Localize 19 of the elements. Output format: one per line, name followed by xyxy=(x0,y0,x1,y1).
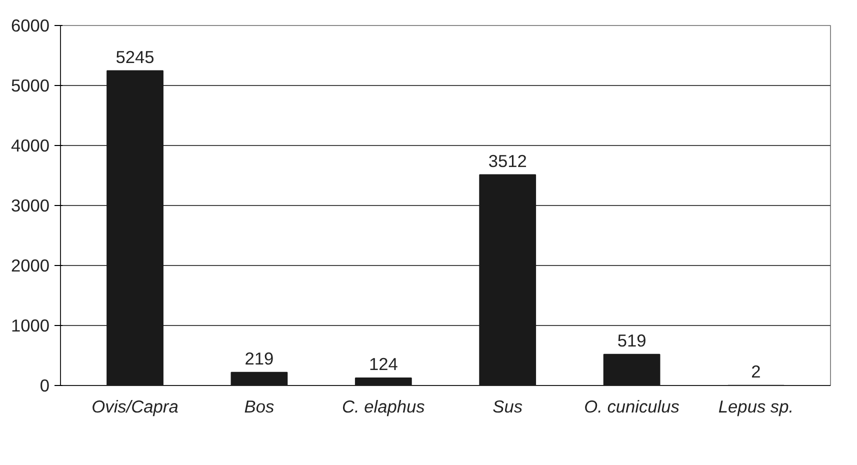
x-tick-label: Ovis/Capra xyxy=(92,396,179,416)
y-tick-label: 3000 xyxy=(10,196,50,216)
x-tick-label: O. cuniculus xyxy=(584,396,680,416)
y-tick-label: 5000 xyxy=(10,76,50,96)
data-label: 2 xyxy=(751,361,761,382)
y-tick-label: 1000 xyxy=(10,316,50,336)
data-label: 219 xyxy=(244,348,274,368)
y-tick-label: 4000 xyxy=(10,136,50,156)
x-tick-label: C. elaphus xyxy=(342,396,426,416)
x-tick-label: Lepus sp. xyxy=(718,396,794,416)
data-label: 124 xyxy=(368,354,398,374)
x-tick-label: Sus xyxy=(492,396,523,416)
data-label: 5245 xyxy=(116,46,154,67)
data-label: 519 xyxy=(617,330,646,350)
y-tick-label: 6000 xyxy=(10,16,50,36)
y-tick-label: 0 xyxy=(40,376,50,396)
y-tick-label: 2000 xyxy=(10,256,50,276)
data-label: 3512 xyxy=(488,150,527,171)
x-tick-label: Bos xyxy=(244,396,274,416)
